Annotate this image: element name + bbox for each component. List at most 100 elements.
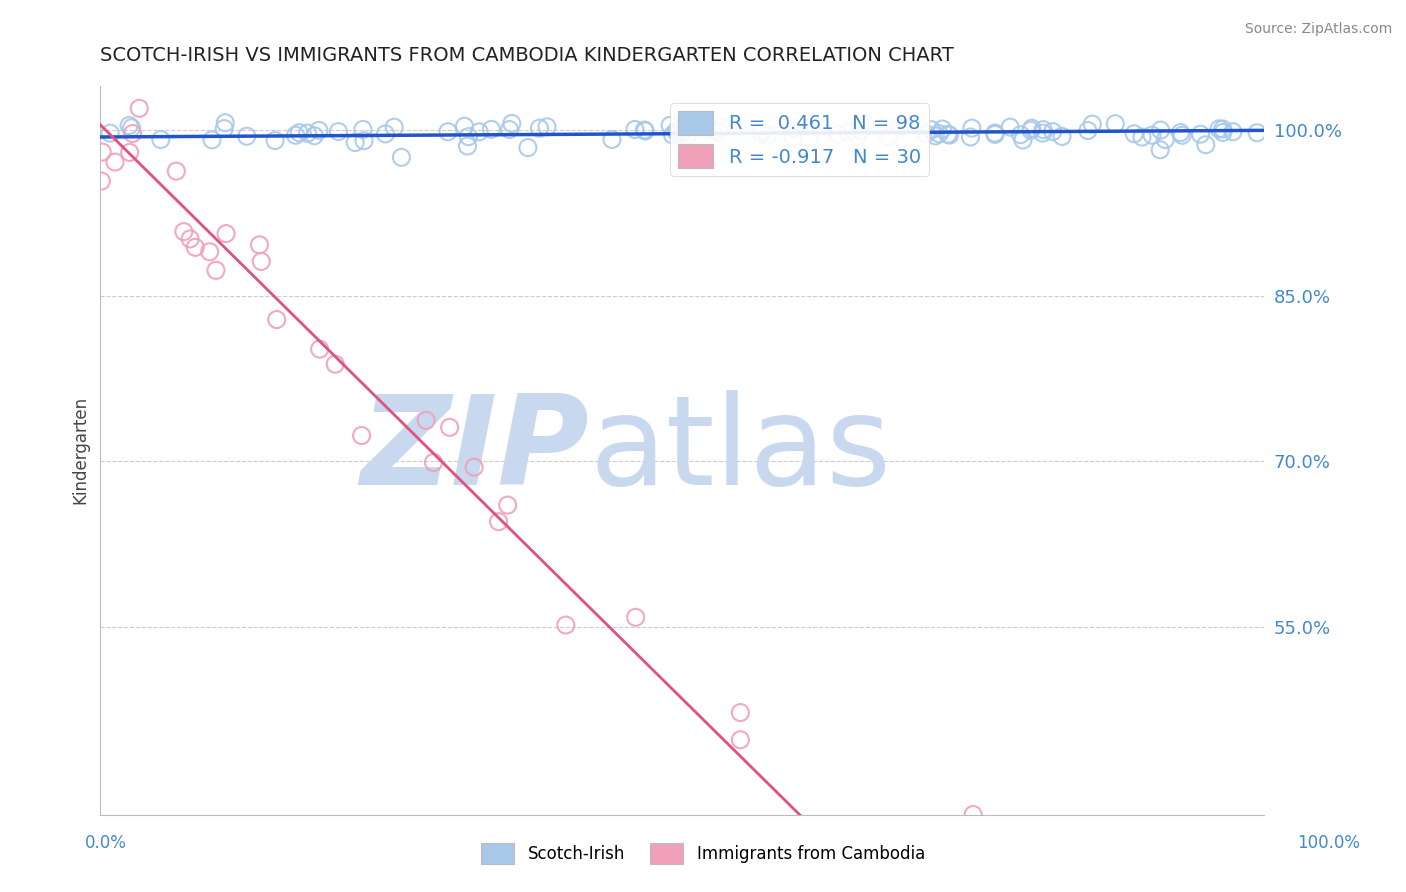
Point <box>201 133 224 147</box>
Point <box>308 123 330 137</box>
Point <box>924 128 946 143</box>
Point <box>179 232 201 246</box>
Point <box>936 128 959 142</box>
Point <box>468 125 491 139</box>
Point <box>121 120 143 135</box>
Point <box>516 140 538 154</box>
Point <box>1212 122 1234 136</box>
Point <box>1208 121 1230 136</box>
Point <box>783 121 806 136</box>
Point <box>1123 127 1146 141</box>
Point <box>297 126 319 140</box>
Point <box>350 428 373 442</box>
Point <box>1019 123 1042 137</box>
Point <box>104 155 127 169</box>
Point <box>198 244 221 259</box>
Point <box>266 312 288 326</box>
Point <box>391 150 413 164</box>
Point <box>1077 123 1099 137</box>
Point <box>998 120 1021 135</box>
Point <box>931 122 953 136</box>
Point <box>323 357 346 371</box>
Point <box>250 254 273 268</box>
Point <box>415 413 437 427</box>
Point <box>837 125 859 139</box>
Point <box>1140 128 1163 143</box>
Text: SCOTCH-IRISH VS IMMIGRANTS FROM CAMBODIA KINDERGARTEN CORRELATION CHART: SCOTCH-IRISH VS IMMIGRANTS FROM CAMBODIA… <box>100 46 955 65</box>
Point <box>205 263 228 277</box>
Point <box>1189 127 1212 141</box>
Point <box>1042 125 1064 139</box>
Point <box>457 129 479 144</box>
Point <box>671 127 693 141</box>
Point <box>328 125 350 139</box>
Point <box>669 126 692 140</box>
Point <box>284 128 307 143</box>
Point <box>915 127 938 141</box>
Point <box>782 130 804 145</box>
Point <box>121 127 143 141</box>
Point <box>730 732 752 747</box>
Point <box>422 455 444 469</box>
Point <box>90 174 112 188</box>
Point <box>799 131 821 145</box>
Point <box>382 120 405 135</box>
Point <box>212 121 235 136</box>
Point <box>1222 125 1244 139</box>
Point <box>1154 132 1177 146</box>
Point <box>128 101 150 115</box>
Legend: R =  0.461   N = 98, R = -0.917   N = 30: R = 0.461 N = 98, R = -0.917 N = 30 <box>671 103 928 176</box>
Point <box>634 124 657 138</box>
Point <box>481 122 503 136</box>
Point <box>1149 143 1171 157</box>
Point <box>938 128 960 142</box>
Point <box>710 120 733 135</box>
Point <box>374 127 396 141</box>
Point <box>984 126 1007 140</box>
Point <box>184 240 207 254</box>
Point <box>889 120 911 134</box>
Point <box>853 116 876 130</box>
Point <box>214 116 236 130</box>
Text: ZIP: ZIP <box>360 390 589 511</box>
Point <box>751 127 773 141</box>
Point <box>1212 125 1234 139</box>
Point <box>756 128 779 143</box>
Point <box>488 515 510 529</box>
Point <box>665 124 688 138</box>
Point <box>91 145 114 159</box>
Point <box>730 706 752 720</box>
Point <box>344 136 367 150</box>
Point <box>98 126 121 140</box>
Point <box>1104 117 1126 131</box>
Point <box>1010 128 1032 142</box>
Point <box>439 420 461 434</box>
Point <box>118 145 141 160</box>
Point <box>659 119 682 133</box>
Point <box>959 130 981 145</box>
Point <box>304 128 326 143</box>
Point <box>165 164 187 178</box>
Point <box>501 116 523 130</box>
Point <box>1149 123 1171 137</box>
Point <box>437 125 460 139</box>
Y-axis label: Kindergarten: Kindergarten <box>72 396 89 505</box>
Point <box>554 618 576 632</box>
Point <box>665 126 688 140</box>
Point <box>984 128 1007 142</box>
Point <box>498 122 520 136</box>
Text: atlas: atlas <box>589 390 891 511</box>
Point <box>702 123 724 137</box>
Point <box>1021 121 1043 136</box>
Point <box>1130 130 1153 145</box>
Point <box>707 125 730 139</box>
Point <box>536 120 558 134</box>
Point <box>877 129 900 144</box>
Point <box>529 121 551 136</box>
Point <box>457 139 479 153</box>
Text: 0.0%: 0.0% <box>84 834 127 852</box>
Point <box>849 118 872 132</box>
Point <box>928 127 950 141</box>
Point <box>921 122 943 136</box>
Point <box>173 225 195 239</box>
